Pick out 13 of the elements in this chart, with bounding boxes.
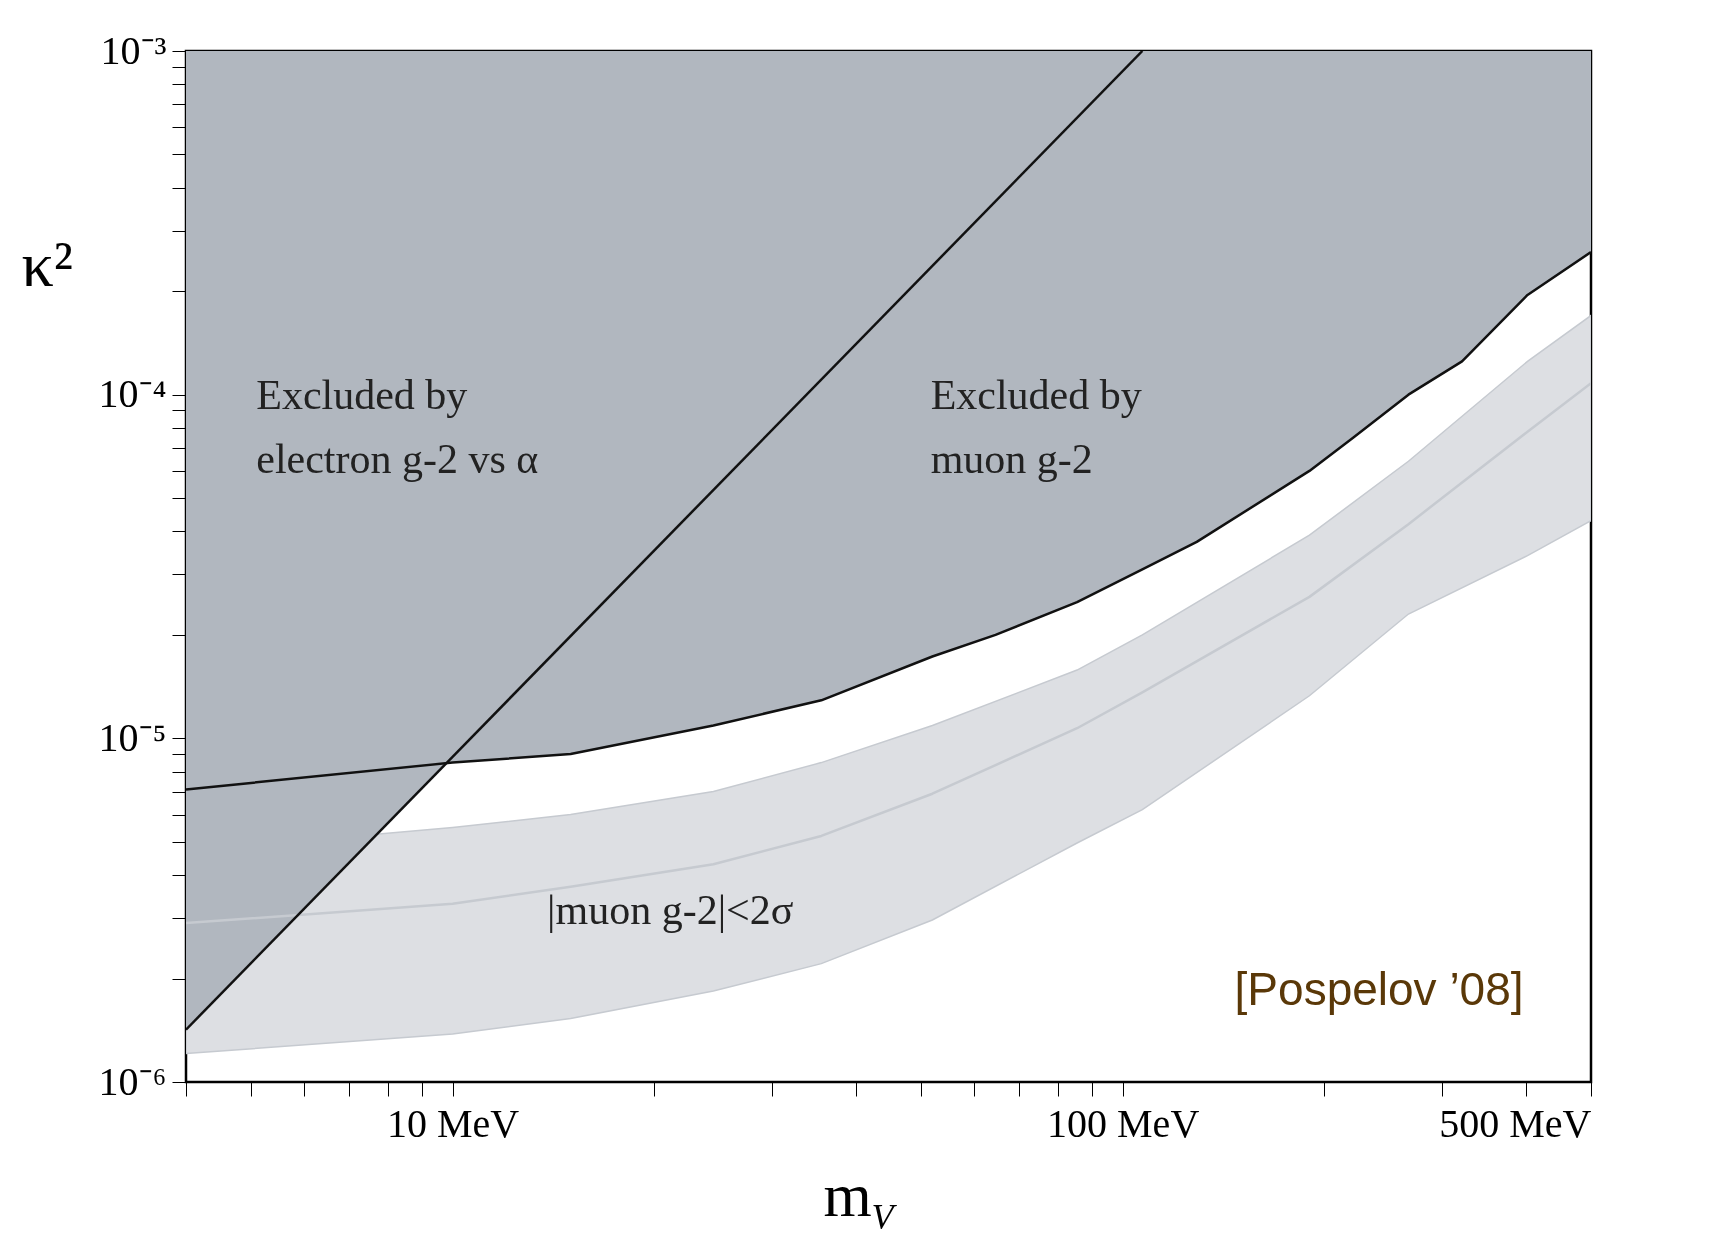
annotation: Excluded by electron g-2 vs α xyxy=(256,371,539,482)
annotation: Excluded by muon g-2 xyxy=(930,371,1142,482)
x-tick-label: 500 MeV xyxy=(1439,1100,1592,1146)
y-tick-label: 10⁻⁶ xyxy=(98,1058,167,1104)
x-tick-label: 10 MeV xyxy=(387,1100,520,1146)
x-tick-label: 100 MeV xyxy=(1047,1100,1200,1146)
annotation: [Pospelov ’08] xyxy=(1234,962,1524,1015)
x-axis-title: m$_{V}$ xyxy=(822,1160,898,1239)
y-tick-label: 10⁻⁵ xyxy=(98,714,167,760)
y-axis-title: κ² xyxy=(21,228,73,300)
y-tick-label: 10⁻⁴ xyxy=(98,371,167,417)
annotation: |muon g-2|<2σ xyxy=(547,887,794,934)
y-tick-label: 10⁻³ xyxy=(100,27,167,73)
